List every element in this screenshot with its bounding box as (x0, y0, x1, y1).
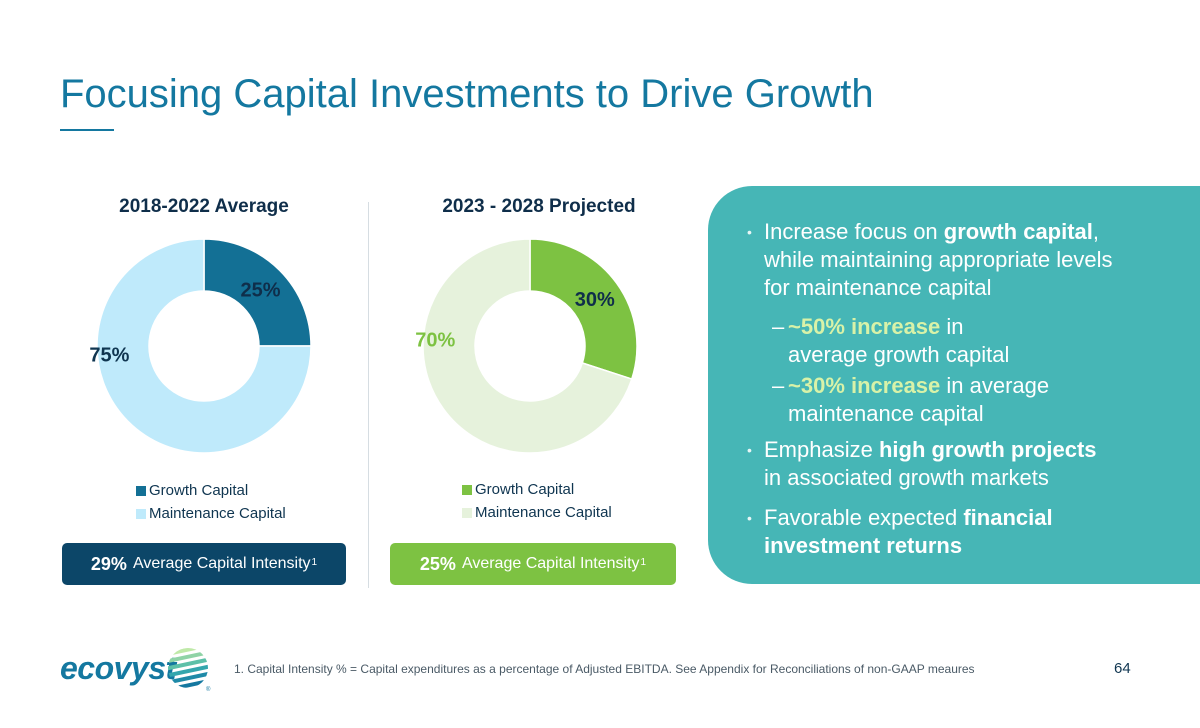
ecovyst-globe-icon: ® (168, 648, 211, 692)
donut-value-label: 70% (415, 329, 455, 351)
chart-divider (368, 202, 369, 588)
donut-slice-growth-capital (203, 238, 312, 347)
donut-slice-growth-capital (529, 238, 638, 381)
bullet-text-line: while maintaining appropriate levels (764, 247, 1113, 272)
bullet-marker: • (747, 224, 752, 240)
bullet-text-line: for maintenance capital (764, 275, 992, 300)
registered-mark: ® (206, 686, 211, 692)
legend-label: Growth Capital (475, 481, 575, 498)
bullet-text-line: in associated growth markets (764, 465, 1049, 490)
sub-bullet-dash: – (772, 373, 785, 398)
legend-2018-2022: Growth Capital Maintenance Capital (136, 479, 286, 525)
bullet-bold-text: financial (963, 505, 1053, 530)
bullet-financial-returns: • Favorable expected financial investmen… (747, 504, 1053, 560)
legend-label: Maintenance Capital (475, 504, 612, 521)
donut-chart-2018-2022: 25% 75% (89, 238, 312, 454)
capital-intensity-badge-2018-2022: 29% Average Capital Intensity 1 (62, 543, 346, 585)
page-title: Focusing Capital Investments to Drive Gr… (60, 72, 874, 116)
donut-slice-maintenance-capital (96, 238, 312, 454)
sub-bullet-text-line: maintenance capital (788, 401, 984, 426)
bullet-high-growth-projects: • Emphasize high growth projects in asso… (747, 436, 1097, 492)
donut-slice-maintenance-capital (422, 238, 633, 454)
legend-swatch-growth (462, 484, 472, 495)
donut-value-label: 75% (89, 344, 129, 366)
legend-item-maintenance-capital: Maintenance Capital (462, 501, 612, 524)
capital-intensity-value: 25% (419, 553, 456, 574)
capital-intensity-badge-2023-2028: 25% Average Capital Intensity 1 (390, 543, 676, 585)
bullet-marker: • (747, 510, 752, 526)
chart-title-2023-2028: 2023 - 2028 Projected (442, 196, 636, 217)
sub-bullet-maintenance-increase: – ~30% increase in average maintenance c… (772, 372, 1050, 428)
chart-title-2018-2022: 2018-2022 Average (119, 196, 289, 217)
bullet-marker: • (747, 442, 752, 458)
legend-label: Maintenance Capital (149, 505, 286, 522)
sub-bullet-dash: – (772, 314, 785, 339)
bullet-text: , (1092, 219, 1100, 244)
legend-item-growth-capital: Growth Capital (462, 478, 612, 501)
legend-swatch-growth (136, 485, 146, 496)
legend-item-growth-capital: Growth Capital (136, 479, 286, 502)
bullet-bold-text: high growth projects (878, 437, 1097, 462)
bullet-bold-text: growth capital (943, 219, 1093, 244)
legend-swatch-maintenance (136, 508, 146, 519)
legend-label: Growth Capital (149, 482, 249, 499)
key-points-panel (708, 186, 1200, 584)
bullet-bold-text: investment returns (764, 533, 963, 558)
highlight-text: ~30% increase (788, 373, 941, 398)
donut-value-label: 25% (241, 279, 281, 301)
bullet-growth-capital-focus: • Increase focus on growth capital, whil… (747, 218, 1113, 302)
highlight-text: ~50% increase (788, 314, 941, 339)
capital-intensity-label: Average Capital Intensity (461, 555, 640, 572)
legend-item-maintenance-capital: Maintenance Capital (136, 502, 286, 525)
footnote: 1. Capital Intensity % = Capital expendi… (234, 662, 975, 676)
footnote-marker: 1 (311, 556, 318, 568)
page-number: 64 (1114, 660, 1131, 677)
sub-bullet-text: in (940, 314, 964, 339)
bullet-text: Increase focus on (764, 219, 944, 244)
bullet-text: Favorable expected (764, 505, 964, 530)
bullet-text: Emphasize (764, 437, 879, 462)
title-underline (60, 129, 114, 131)
capital-intensity-value: 29% (90, 553, 127, 574)
donut-value-label: 30% (575, 289, 615, 311)
donut-chart-2023-2028: 30% 70% (415, 238, 638, 454)
sub-bullet-text-line: average growth capital (788, 342, 1010, 367)
legend-2023-2028: Growth Capital Maintenance Capital (462, 478, 612, 524)
sub-bullet-growth-increase: – ~50% increase in average growth capita… (772, 313, 1010, 369)
legend-swatch-maintenance (462, 507, 472, 518)
capital-intensity-label: Average Capital Intensity (132, 555, 311, 572)
ecovyst-logo-text: ecovyst (60, 650, 176, 686)
footnote-marker: 1 (640, 556, 647, 568)
sub-bullet-text: in average (940, 373, 1050, 398)
